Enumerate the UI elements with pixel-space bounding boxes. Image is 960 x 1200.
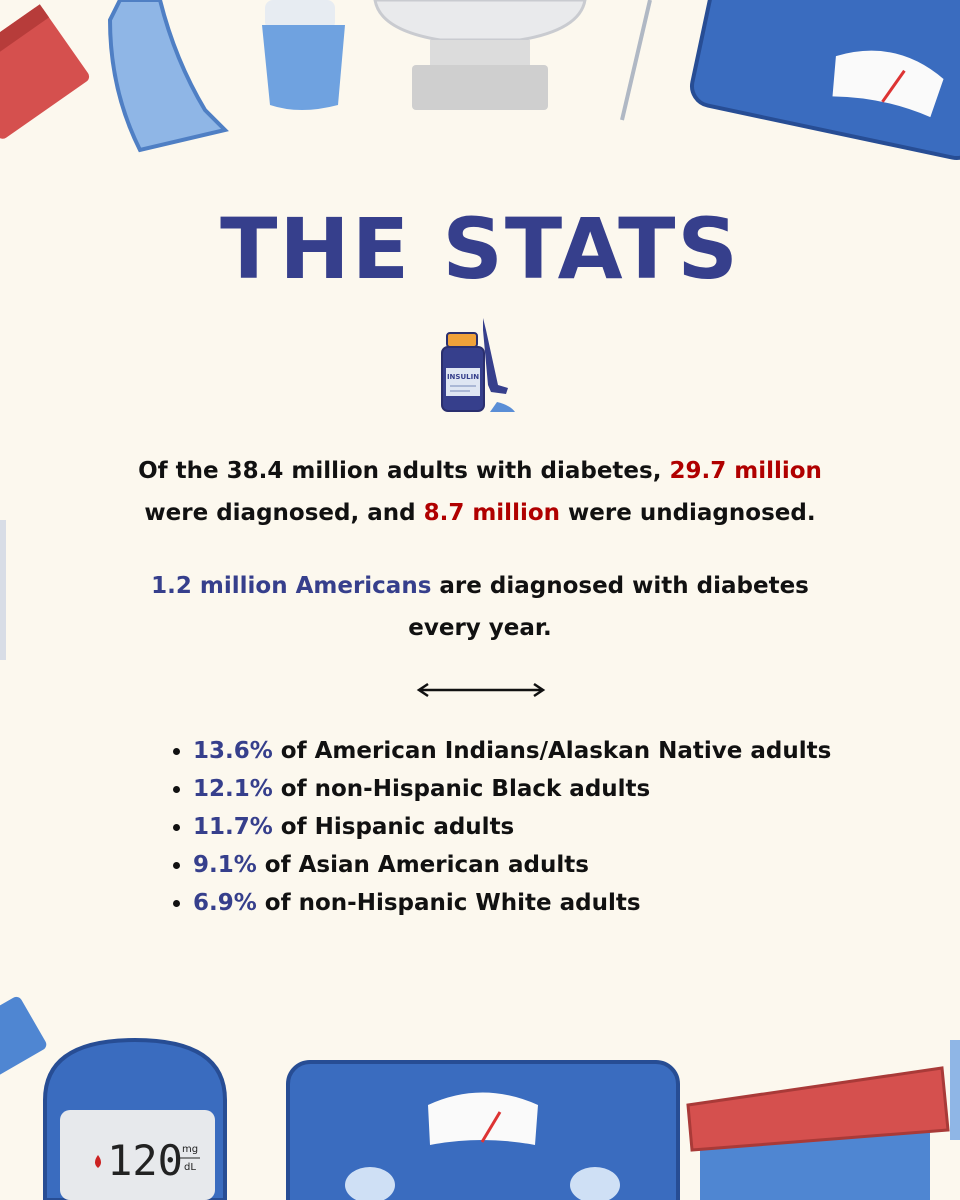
text-run: 8.7 million (423, 500, 561, 526)
stat-value: 13.6% (193, 738, 273, 764)
list-item: 6.9% of non-Hispanic White adults (193, 884, 833, 922)
stat-value: 12.1% (193, 776, 273, 802)
stat-value: 11.7% (193, 814, 273, 840)
needle (620, 0, 652, 121)
scale-top (690, 0, 960, 161)
strap (107, 0, 229, 153)
device-top (373, 0, 587, 110)
list-item: 11.7% of Hispanic adults (193, 808, 833, 846)
edge-strip (0, 520, 6, 660)
stat-value: 6.9% (193, 890, 257, 916)
stat-text: of American Indians/Alaskan Native adult… (272, 738, 832, 764)
list-item: 12.1% of non-Hispanic Black adults (193, 770, 833, 808)
stat-text: of Hispanic adults (272, 814, 515, 840)
red-jar-top (0, 4, 90, 139)
paragraph: 1.2 million Americans are diagnosed with… (0, 565, 960, 649)
text-run: every year. (408, 615, 552, 641)
text-run: were undiagnosed. (560, 500, 816, 526)
meter-unit-bottom: dL (184, 1162, 196, 1173)
stats-list: 13.6% of American Indians/Alaskan Native… (165, 732, 833, 922)
insulin-icon: INSULIN (441, 318, 515, 412)
text-line: 1.2 million Americans are diagnosed with… (0, 565, 960, 607)
scale-bottom (286, 1060, 680, 1200)
red-jar-bottom (686, 1066, 950, 1200)
text-run: 1.2 million Americans (151, 573, 432, 599)
stat-text: of Asian American adults (256, 852, 589, 878)
title: THE STATS (220, 200, 740, 298)
stat-value: 9.1% (193, 852, 257, 878)
edge-strip-bottom (950, 1040, 960, 1140)
text-run: are diagnosed with diabetes (431, 573, 809, 599)
stat-text: of non-Hispanic White adults (256, 890, 641, 916)
cup (262, 0, 345, 110)
list-item: 13.6% of American Indians/Alaskan Native… (193, 732, 833, 770)
blue-jar-bottom (0, 996, 47, 1085)
meter-unit-top: mg (182, 1144, 198, 1155)
text-line: Of the 38.4 million adults with diabetes… (0, 450, 960, 492)
divider-arrow (416, 682, 546, 698)
glucose-meter: 120 mg dL (43, 1037, 227, 1200)
text-line: every year. (0, 607, 960, 649)
text-run: Of the 38.4 million adults with diabetes… (138, 458, 670, 484)
stat-text: of non-Hispanic Black adults (272, 776, 651, 802)
list-item: 9.1% of Asian American adults (193, 846, 833, 884)
text-line: were diagnosed, and 8.7 million were und… (0, 492, 960, 534)
insulin-label: INSULIN (447, 373, 479, 381)
text-run: 29.7 million (669, 458, 822, 484)
paragraph: Of the 38.4 million adults with diabetes… (0, 450, 960, 534)
meter-reading: 120 (107, 1136, 183, 1185)
text-run: were diagnosed, and (144, 500, 424, 526)
